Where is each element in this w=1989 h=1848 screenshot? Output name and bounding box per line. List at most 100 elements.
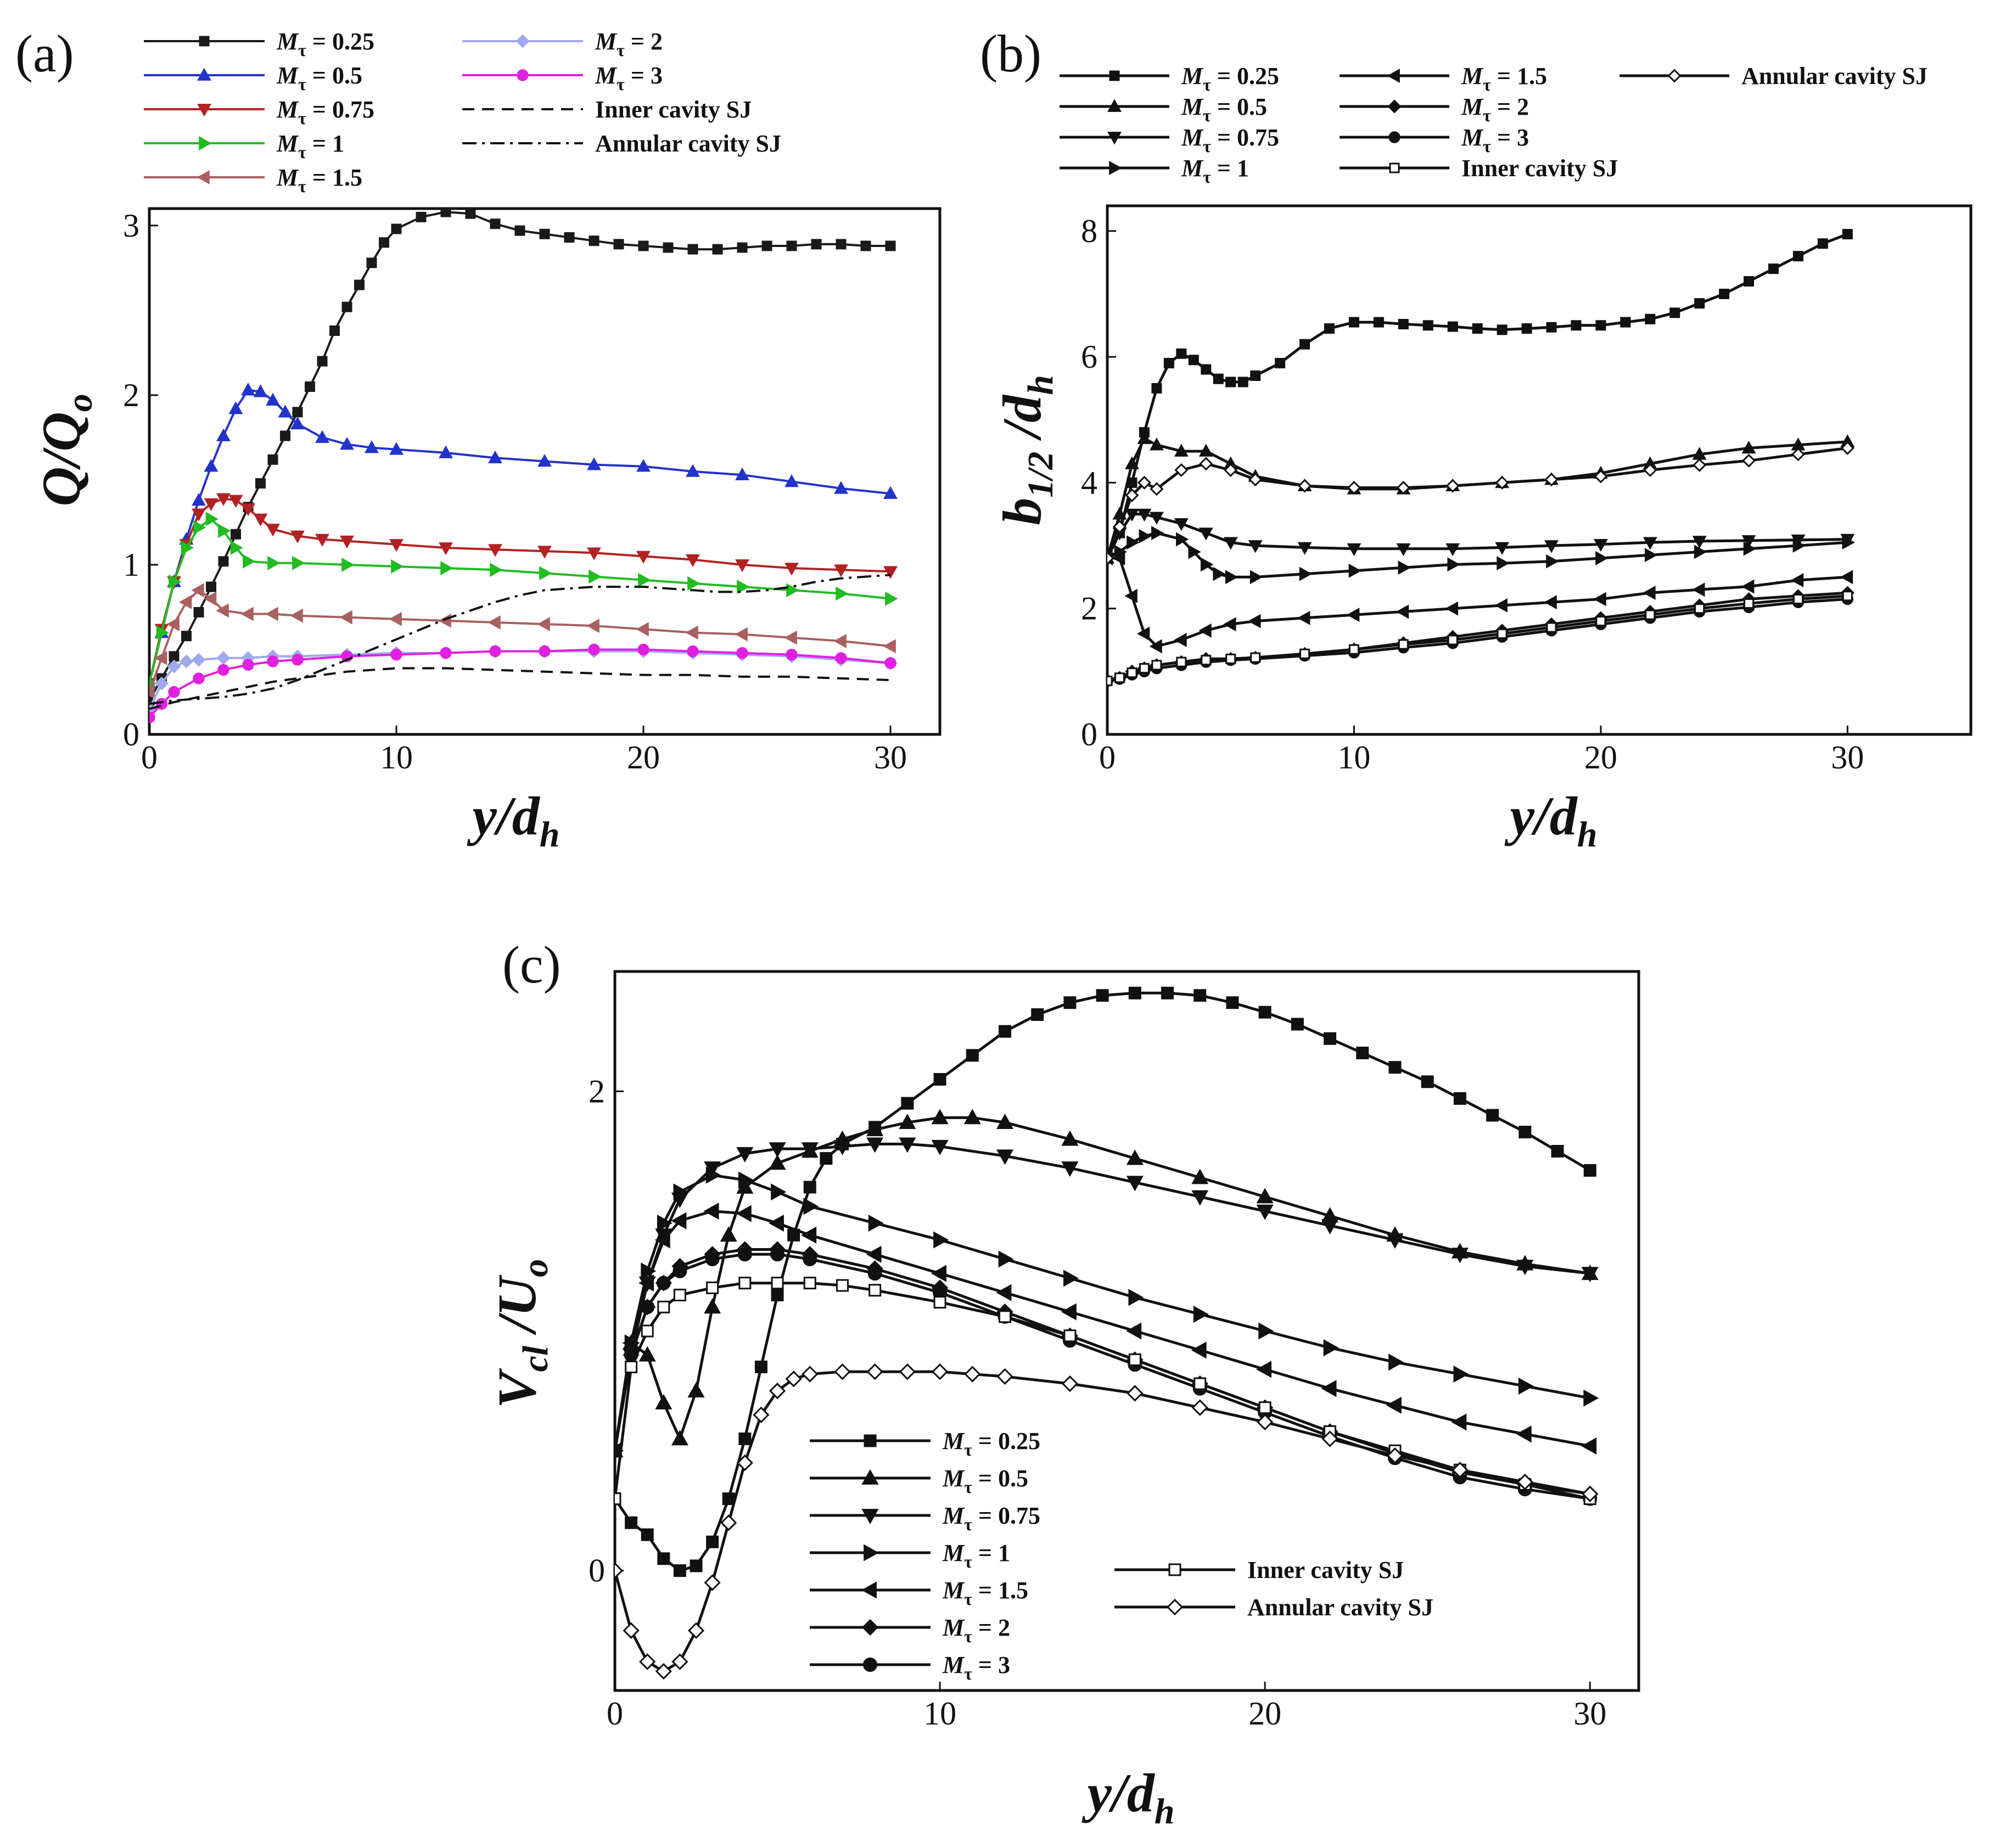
panel-a-series-0-point-23: [465, 209, 476, 219]
panel-a-legend-symbol-4: M: [276, 164, 299, 191]
panel-a-legend-value-1: = 0.5: [306, 62, 362, 89]
panel-a-series-0-point-18: [366, 257, 377, 268]
panel-c-legend-value-1: = 0.5: [972, 1465, 1028, 1492]
panel-a-series-0-point-14: [317, 356, 328, 367]
panel-a-series-4-line: [149, 589, 891, 693]
panel-c-series-4-point-6: [736, 1205, 752, 1222]
panel-c-series-0-point-29: [1324, 1032, 1337, 1045]
panel-c-legend-marker-6: [863, 1658, 877, 1672]
panel-c-series-7-point-0: [615, 1492, 621, 1506]
panel-b-series-4-point-3: [1136, 626, 1150, 641]
panel-a-series-5-point-4: [192, 653, 206, 667]
panel-a-series-0-point-6: [218, 556, 229, 567]
panel-a-ylabel: Q/Qo: [31, 394, 100, 506]
panel-b-series-0-point-12: [1250, 370, 1261, 381]
panel-c-series-8-point-25: [1452, 1462, 1469, 1479]
panel-c-series-0-point-23: [1128, 986, 1141, 999]
panel-c-series-2-line: [615, 1142, 1590, 1451]
panel-c-series-8-point-11: [785, 1370, 802, 1388]
panel-b-series-0-point-7: [1188, 355, 1199, 366]
panel-b-series-0-point-18: [1398, 319, 1409, 330]
panel-b-series-0-point-20: [1447, 321, 1458, 332]
panel-c-series-3-point-9: [868, 1214, 884, 1232]
panel-a-series-4-point-9: [290, 608, 303, 623]
panel-a-legend-value-2: = 0.75: [306, 96, 374, 123]
panel-a-series-1-point-25: [834, 481, 848, 494]
panel-a-legend-label-1: Mτ = 0.5: [276, 62, 362, 94]
panel-a-series-5-point-1: [154, 676, 169, 690]
panel-b-series-4-point-11: [1396, 604, 1409, 619]
panel-a-series-1-point-10: [266, 392, 280, 406]
panel-b-series-8: [1107, 441, 1854, 565]
panel-a-series-6: [149, 643, 897, 723]
panel-b-legend-symbol-0: M: [1181, 63, 1204, 89]
panel-c-series-1-point-13: [899, 1114, 916, 1129]
panel-a-series-0-point-10: [267, 454, 278, 465]
panel-b-series-4-point-2: [1124, 588, 1138, 603]
panel-a-series-0-point-4: [193, 606, 204, 617]
panel-a-series-3-point-9: [267, 555, 281, 570]
panel-b-series-3-point-8: [1213, 566, 1226, 581]
panel-a-series-4-point-13: [488, 615, 501, 630]
panel-c-series-7-point-15: [1194, 1377, 1207, 1390]
panel-a-legend-symbol-1: M: [276, 62, 299, 89]
panel-c-series-7-point-11: [933, 1296, 946, 1309]
panel-c-series-3-point-19: [1518, 1377, 1534, 1395]
panel-a-legend-sub-5: τ: [617, 40, 625, 60]
panel-b-series-4-point-9: [1297, 610, 1310, 625]
panel-b-series-8-point-6: [1199, 457, 1213, 471]
panel-b-series-8-point-14: [1544, 473, 1559, 487]
panel-a-xtick-label-1: 10: [380, 739, 413, 776]
panel-a-series-6-point-13: [588, 643, 600, 656]
panel-b-legend-sub-4: τ: [1483, 75, 1491, 94]
panel-a-series-4-point-15: [586, 619, 599, 633]
panel-b-legend-item-7: Inner cavity SJ: [1340, 155, 1618, 182]
panel-b-series-7-point-5: [1176, 656, 1187, 667]
panel-c-legend-sub-5: τ: [964, 1626, 972, 1646]
panel-b-series-8-point-4: [1150, 482, 1164, 496]
panel-a-legend-label-3: Mτ = 1: [276, 130, 344, 162]
panel-a-series-4-point-19: [784, 630, 797, 645]
panel-a-series-1-point-18: [488, 450, 502, 464]
panel-b-series-0-point-15: [1324, 323, 1335, 334]
panel-c-legend-symbol-2: M: [942, 1502, 965, 1529]
panel-b-series-0-point-29: [1669, 307, 1680, 318]
panel-c-legend-value-6: = 3: [972, 1652, 1010, 1678]
panel-b-series-7-point-2: [1127, 667, 1138, 678]
panel-a-series-4-point-18: [735, 627, 748, 642]
panel-a-series-1-line: [149, 389, 891, 684]
panel-c-legend-marker-7: [1168, 1563, 1181, 1576]
panel-c-legend-value-5: = 2: [972, 1614, 1010, 1641]
panel-a-series-0-point-30: [638, 240, 649, 251]
panel-a-series-1-point-5: [204, 459, 218, 472]
panel-c-series-4-point-5: [703, 1203, 719, 1220]
panel-b-series-0-point-5: [1163, 358, 1174, 369]
panel-c-series-1-point-17: [1061, 1130, 1079, 1146]
panel-a-legend-item-5: Mτ = 2: [462, 28, 663, 60]
panel-c-series-8-point-10: [769, 1383, 786, 1400]
panel-c-series-8-point-1: [623, 1622, 640, 1639]
panel-a-series-5-point-3: [179, 654, 194, 669]
panel-b-series-2-point-7: [1223, 537, 1238, 550]
panel-c-series-2-point-22: [1581, 1267, 1599, 1283]
panel-c-series-0-point-16: [901, 1097, 914, 1110]
panel-b-legend-marker-3: [1109, 161, 1122, 175]
panel-a-series-0-point-2: [169, 651, 180, 662]
panel-b-series-0-point-26: [1595, 320, 1606, 331]
panel-b-series-1: [1107, 431, 1855, 564]
panel-a-series-6-point-7: [292, 654, 304, 666]
panel-a-series-6-line: [149, 648, 891, 718]
panel-c-series-3-point-8: [803, 1198, 819, 1215]
panel-c-series-0-point-19: [998, 1025, 1011, 1038]
panel-c-series-3-point-14: [1193, 1305, 1209, 1323]
panel-c-series-8-point-26: [1516, 1473, 1533, 1491]
panel-c-series-0-point-20: [1031, 1008, 1044, 1021]
panel-c-ylabel-tail-sub: o: [516, 1259, 556, 1277]
panel-c-series-3-point-20: [1583, 1389, 1599, 1407]
panel-c-series-2-point-7: [769, 1142, 786, 1158]
panel-c-series-0-point-7: [722, 1492, 735, 1506]
panel-c-series-2: [615, 1137, 1599, 1460]
panel-a-series-5-line: [149, 650, 891, 710]
panel-c-series-2-point-17: [1256, 1204, 1274, 1220]
panel-c-legend-item-1: Mτ = 0.5: [810, 1465, 1028, 1497]
